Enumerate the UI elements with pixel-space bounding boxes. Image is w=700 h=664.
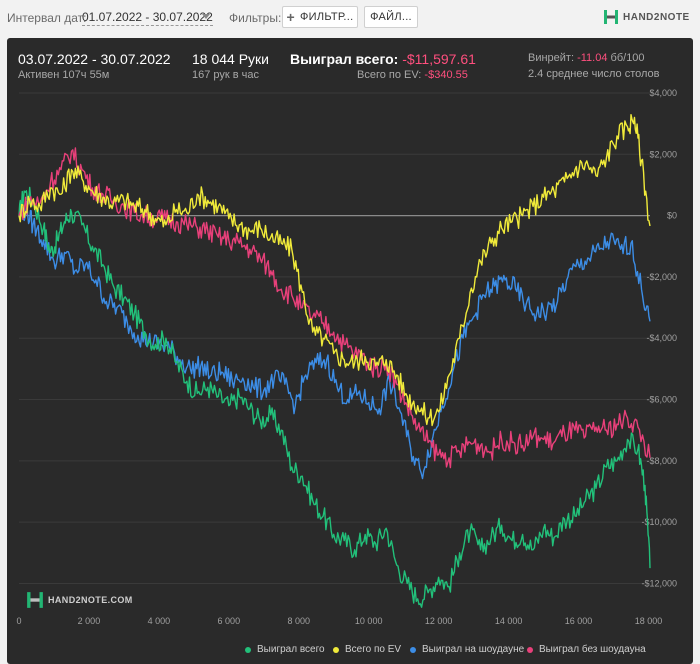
won-total: Выиграл всего: -$11,597.61: [290, 51, 476, 67]
filter-button[interactable]: + ФИЛЬТР...: [282, 6, 358, 28]
x-tick-label: 10 000: [355, 616, 383, 626]
series-line: [18, 200, 651, 480]
graph-panel: 03.07.2022 - 30.07.2022 Активен 107ч 55м…: [7, 38, 693, 664]
top-toolbar: Интервал дат: 01.07.2022 - 30.07.2022 Фи…: [0, 0, 700, 36]
won-total-label: Выиграл всего:: [290, 51, 399, 67]
legend-won-total[interactable]: Выиграл всего: [245, 644, 325, 655]
watermark-logo-icon: [27, 592, 43, 608]
profit-chart: $4,000 $2,000 $0 -$2,000 -$4,000 -$6,000 -$8,0…: [16, 88, 677, 626]
date-range-select[interactable]: 01.07.2022 - 30.07.2022: [82, 10, 213, 26]
brand-logo: HAND2NOTE: [603, 9, 690, 25]
series-line: [18, 147, 651, 469]
ev-label: Всего по EV:: [357, 69, 422, 81]
legend-showdown[interactable]: Выиграл на шоудауне: [410, 644, 524, 655]
hands-count: 18 044 Руки: [192, 51, 269, 67]
avg-tables: 2.4 среднее число столов: [528, 68, 660, 80]
won-total-value: -$11,597.61: [402, 51, 476, 67]
legend-dot-icon: [245, 646, 251, 653]
y-tick-label: $2,000: [649, 149, 677, 159]
series-line: [18, 113, 651, 427]
logo-icon: [604, 10, 618, 24]
x-tick-label: 4 000: [148, 616, 171, 626]
y-tick-label: -$10,000: [641, 517, 677, 527]
legend-dot-icon: [410, 646, 416, 653]
y-tick-label: -$4,000: [646, 333, 677, 343]
chevron-down-icon[interactable]: [202, 14, 210, 19]
legend-label: Всего по EV: [345, 644, 402, 655]
watermark-text: HAND2NOTE.COM: [48, 595, 133, 605]
date-range-label: Интервал дат:: [7, 11, 87, 25]
x-tick-label: 12 000: [425, 616, 453, 626]
x-tick-label: 0: [16, 616, 21, 626]
winrate-label: Винрейт:: [528, 52, 575, 64]
legend-label: Выиграл без шоудауна: [539, 644, 646, 655]
y-tick-label: $4,000: [649, 88, 677, 98]
brand-name: HAND2NOTE: [623, 11, 690, 23]
x-tick-label: 14 000: [495, 616, 523, 626]
legend-label: Выиграл всего: [257, 644, 325, 655]
hands-per-hour: 167 рук в час: [192, 69, 260, 81]
x-tick-label: 6 000: [218, 616, 241, 626]
y-tick-label: -$6,000: [646, 395, 677, 405]
x-tick-label: 16 000: [565, 616, 593, 626]
watermark: HAND2NOTE.COM: [26, 591, 133, 609]
legend-dot-icon: [333, 646, 339, 653]
x-tick-label: 18 000: [635, 616, 663, 626]
file-button[interactable]: ФАЙЛ...: [364, 6, 418, 28]
active-time: Активен 107ч 55м: [18, 69, 110, 81]
y-tick-label: -$8,000: [646, 456, 677, 466]
filter-button-label: ФИЛЬТР...: [300, 11, 354, 23]
x-tick-label: 2 000: [78, 616, 101, 626]
legend-non-showdown[interactable]: Выиграл без шоудауна: [527, 644, 646, 655]
legend-ev[interactable]: Всего по EV: [333, 644, 401, 655]
legend-dot-icon: [527, 646, 533, 653]
period-text: 03.07.2022 - 30.07.2022: [18, 51, 171, 67]
y-tick-label: -$2,000: [646, 272, 677, 282]
plus-icon: +: [286, 9, 296, 25]
y-tick-label: -$12,000: [641, 578, 677, 588]
winrate-unit: бб/100: [610, 52, 645, 64]
filters-label: Фильтры:: [229, 11, 282, 25]
winrate-value: -11.04: [577, 52, 608, 64]
ev-total: Всего по EV: -$340.55: [357, 69, 468, 81]
y-tick-label: $0: [667, 211, 677, 221]
ev-value: -$340.55: [424, 69, 468, 81]
series-line: [18, 186, 651, 608]
legend-label: Выиграл на шоудауне: [422, 644, 525, 655]
winrate: Винрейт: -11.04 бб/100: [528, 52, 645, 64]
x-tick-label: 8 000: [287, 616, 310, 626]
file-button-label: ФАЙЛ...: [370, 11, 412, 23]
